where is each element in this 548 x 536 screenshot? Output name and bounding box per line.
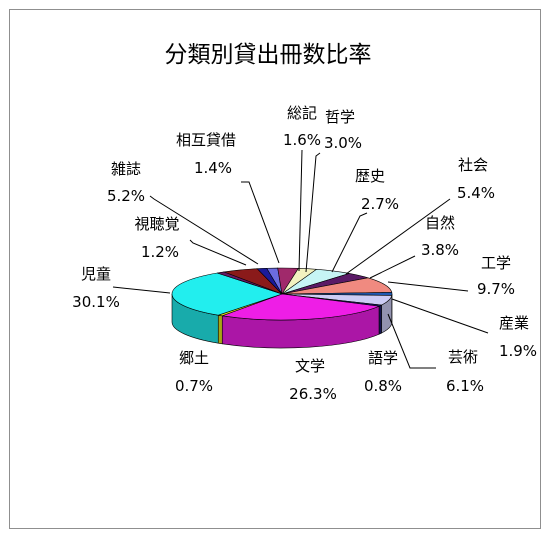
leader-line-児童 xyxy=(112,286,171,294)
slice-percent-label: 0.7% xyxy=(175,377,213,395)
pie-slice-児童 xyxy=(171,272,283,316)
slice-percent-label: 9.7% xyxy=(477,280,515,298)
slice-name-label: 雑誌 xyxy=(111,160,141,178)
slice-percent-label: 1.4% xyxy=(194,159,232,177)
slice-percent-label: 3.0% xyxy=(324,134,362,152)
slice-percent-label: 1.6% xyxy=(283,131,321,149)
pie-side-語学 xyxy=(378,304,382,335)
slice-percent-label: 1.2% xyxy=(141,243,179,261)
leader-line-芸術 xyxy=(387,313,436,369)
slice-name-label: 児童 xyxy=(81,265,111,283)
slice-percent-label: 26.3% xyxy=(289,385,337,403)
leader-line-相互貸借 xyxy=(241,181,280,264)
chart-frame: 分類別貸出冊数比率 総記 1.6% 哲学 3.0% 歴史 2.7% 社会 5.4% 自然 3.8%… xyxy=(9,9,541,529)
slice-percent-label: 3.8% xyxy=(421,241,459,259)
pie-side-郷土 xyxy=(217,314,223,345)
leader-line-社会 xyxy=(345,198,451,275)
slice-name-label: 総記 xyxy=(287,104,317,122)
pie-slice-文学 xyxy=(222,293,381,321)
slice-percent-label: 5.2% xyxy=(107,187,145,205)
slice-name-label: 工学 xyxy=(481,254,511,272)
leader-line-歴史 xyxy=(331,212,368,273)
slice-percent-label: 5.4% xyxy=(457,184,495,202)
slice-percent-label: 2.7% xyxy=(361,195,399,213)
slice-name-label: 郷土 xyxy=(179,349,209,367)
leader-line-哲学 xyxy=(305,152,321,273)
pie-slice-相互貸借 xyxy=(256,267,283,295)
leader-line-視聴覚 xyxy=(189,239,247,266)
slice-percent-label: 1.9% xyxy=(499,342,537,360)
leader-line-総記 xyxy=(298,149,303,272)
slice-name-label: 語学 xyxy=(368,349,398,367)
chart-title: 分類別貸出冊数比率 xyxy=(165,42,372,68)
leader-line-自然 xyxy=(369,255,416,279)
slice-name-label: 自然 xyxy=(425,214,455,232)
slice-name-label: 社会 xyxy=(458,156,488,174)
slice-name-label: 芸術 xyxy=(448,348,478,366)
pie-chart: 分類別貸出冊数比率 総記 1.6%哲学 3.0% 歴史 2.7% 社会 5.4%自然 3.8%… xyxy=(72,42,537,403)
slice-percent-label: 30.1% xyxy=(72,293,120,311)
leader-line-雑誌 xyxy=(149,195,259,265)
slice-name-label: 哲学 xyxy=(325,108,355,126)
slice-percent-label: 6.1% xyxy=(446,377,484,395)
slice-name-label: 相互貸借 xyxy=(176,131,236,149)
slice-name-label: 産業 xyxy=(499,314,529,332)
slice-percent-label: 0.8% xyxy=(364,377,402,395)
slice-name-label: 文学 xyxy=(295,357,325,375)
leader-line-産業 xyxy=(391,298,489,334)
slice-name-label: 視聴覚 xyxy=(134,215,179,233)
slice-name-label: 歴史 xyxy=(355,167,385,185)
leader-line-工学 xyxy=(387,281,469,292)
